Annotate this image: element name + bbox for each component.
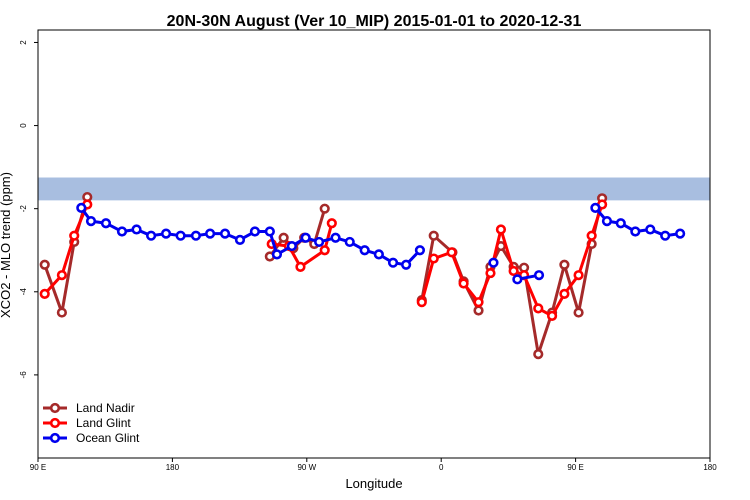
chart-title: 20N-30N August (Ver 10_MIP) 2015-01-01 t… [167,13,582,30]
legend-marker [49,432,61,444]
ocean-glint-point [131,224,142,235]
land-glint-point [326,218,337,229]
land-nadir-point [559,259,570,270]
land-glint-point [533,303,544,314]
land-nadir-point [278,232,289,243]
ocean-glint-point [601,216,613,227]
legend-marker [49,402,61,414]
legend-label: Land Glint [76,416,131,430]
land-nadir-point [39,259,50,270]
ocean-glint-point [116,226,128,237]
ocean-glint-point [387,257,399,268]
ocean-glint-point [488,257,499,268]
land-glint-point [39,288,50,299]
ocean-glint-point [271,249,283,260]
map-band-ocean [38,177,710,201]
ocean-glint-point [675,228,686,239]
ocean-glint-point [414,245,426,256]
ocean-glint-point [330,232,341,243]
land-glint-line [43,203,89,295]
series-ocean-glint [76,202,686,285]
ocean-glint-point [615,218,626,229]
ocean-glint-point [264,226,275,237]
ocean-glint-point [286,240,297,252]
land-nadir-point [56,307,67,318]
x-tick-label: 0 [439,463,444,472]
ocean-glint-point [314,236,325,248]
ocean-glint-point [234,234,246,245]
land-glint-point [573,270,584,281]
ocean-glint-point [85,216,97,227]
map-band [38,177,710,201]
x-tick-label: 180 [166,463,180,472]
x-tick-label: 90 W [297,463,316,472]
y-tick-label: 2 [19,40,28,45]
land-glint-point [473,297,484,308]
land-glint-point [546,310,558,321]
land-glint-point [428,253,439,264]
land-glint-point [586,230,597,241]
land-nadir-point [533,349,544,360]
ocean-glint-point [205,228,216,239]
ocean-glint-point [590,202,601,213]
ocean-glint-point [100,218,112,229]
land-glint-point [319,245,330,256]
ocean-glint-point [533,270,545,281]
ocean-glint-point [219,228,231,239]
ocean-glint-point [76,202,87,213]
land-glint-point [295,261,306,272]
ocean-glint-point [359,245,370,256]
legend-marker [49,417,61,429]
land-nadir-point [319,203,330,214]
y-axis-label: XCO2 - MLO trend (ppm) [0,172,13,318]
land-glint-point [458,278,469,289]
land-nadir-point [473,305,484,316]
ocean-glint-point [645,224,656,235]
x-tick-label: 180 [703,463,717,472]
land-glint-point [485,267,496,279]
ocean-glint-point [660,230,671,241]
land-glint-point [416,297,427,308]
land-glint-point [508,265,519,277]
x-axis-label: Longitude [345,476,402,491]
y-tick-label: -2 [19,205,28,213]
land-glint-point [56,270,67,281]
y-tick-label: -6 [19,371,28,379]
y-tick-label: -4 [19,288,28,296]
plot-frame [37,29,711,459]
legend-item-land-nadir: Land Nadir [43,401,135,415]
land-glint-point [495,224,507,235]
series-land-glint [39,199,608,321]
legend-item-land-glint: Land Glint [43,416,131,430]
ocean-glint-point [175,230,186,241]
legend-label: Land Nadir [76,401,135,415]
ocean-glint-point [190,230,202,241]
land-nadir-line [43,196,89,315]
land-nadir-point [428,230,439,241]
ocean-glint-point [300,232,311,243]
series-layer [39,191,686,360]
ocean-glint-point [401,259,412,270]
ocean-glint-point [630,226,641,237]
legend-label: Ocean Glint [76,431,140,445]
x-axis: 90 E 180 90 W 0 90 E 180 [30,458,717,472]
ocean-glint-point [344,236,355,248]
ocean-glint-point [512,274,523,285]
ocean-glint-point [160,228,172,239]
land-glint-point [446,247,457,258]
land-nadir-point [573,307,584,318]
x-tick-label: 90 E [30,463,46,472]
y-tick-label: 0 [19,123,28,128]
x-tick-label: 90 E [567,463,583,472]
ocean-glint-point [249,226,261,237]
legend-item-ocean-glint: Ocean Glint [43,431,140,445]
ocean-glint-point [373,249,384,260]
y-axis: 2 0 -2 -4 -6 [19,40,38,379]
land-glint-point [69,230,80,241]
ocean-glint-line [80,206,422,267]
land-glint-point [559,288,570,299]
ocean-glint-point [146,230,157,241]
